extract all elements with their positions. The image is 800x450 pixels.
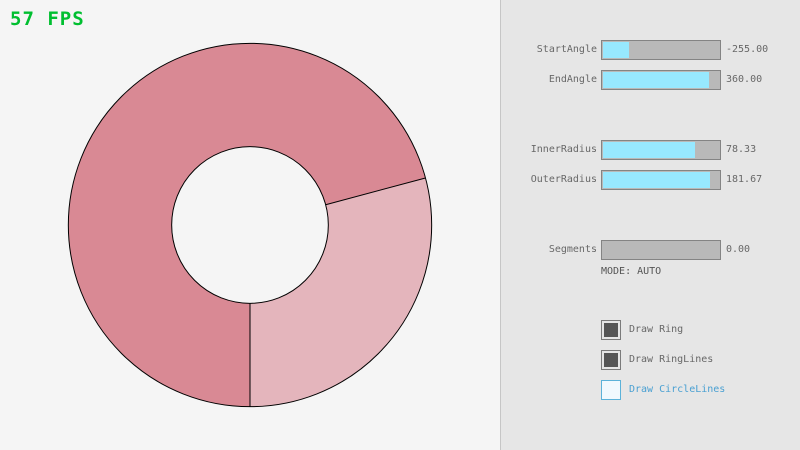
end-angle-value: 360.00 [726, 74, 763, 85]
draw-circlelines-label: Draw CircleLines [629, 384, 726, 395]
donut-ring-light-sector [250, 177, 432, 407]
checkbox-row-draw-ring: Draw Ring [601, 320, 800, 340]
slider-fill [603, 42, 629, 58]
start-angle-value: -255.00 [726, 44, 769, 55]
draw-ring-checkbox[interactable] [601, 320, 621, 340]
end-angle-label: EndAngle [548, 74, 597, 85]
segments-slider[interactable] [601, 240, 721, 260]
check-mark-icon [604, 353, 618, 367]
slider-row-inner-radius: InnerRadius 78.33 [501, 140, 800, 160]
slider-fill [603, 142, 696, 158]
draw-ring-label: Draw Ring [629, 324, 684, 335]
ring-outline-inner [171, 146, 329, 304]
checkbox-row-draw-ringlines: Draw RingLines [601, 350, 800, 370]
settings-panel: StartAngle -255.00 EndAngle 360.00 Inner… [500, 0, 800, 450]
slider-row-outer-radius: OuterRadius 181.67 [501, 170, 800, 190]
checkbox-row-draw-circlelines: Draw CircleLines [601, 380, 800, 400]
outer-radius-value: 181.67 [726, 174, 763, 185]
slider-row-start-angle: StartAngle -255.00 [501, 40, 800, 60]
outer-radius-slider[interactable] [601, 170, 721, 190]
end-angle-slider[interactable] [601, 70, 721, 90]
slider-fill [603, 72, 710, 88]
inner-radius-value: 78.33 [726, 144, 757, 155]
slider-row-end-angle: EndAngle 360.00 [501, 70, 800, 90]
draw-ringlines-checkbox[interactable] [601, 350, 621, 370]
start-angle-slider[interactable] [601, 40, 721, 60]
draw-circlelines-checkbox[interactable] [601, 380, 621, 400]
start-angle-label: StartAngle [536, 44, 597, 55]
draw-ringlines-label: Draw RingLines [629, 354, 714, 365]
inner-radius-label: InnerRadius [530, 144, 597, 155]
fps-counter: 57 FPS [10, 8, 85, 30]
inner-radius-slider[interactable] [601, 140, 721, 160]
segments-mode-label: MODE: AUTO [601, 266, 662, 277]
ring-radial-line-right [325, 177, 426, 206]
slider-row-segments: Segments 0.00 [501, 240, 800, 260]
slider-fill [603, 172, 711, 188]
check-mark-icon [604, 323, 618, 337]
outer-radius-label: OuterRadius [530, 174, 597, 185]
ring-canvas [67, 42, 433, 408]
segments-label: Segments [548, 244, 597, 255]
segments-value: 0.00 [726, 244, 751, 255]
